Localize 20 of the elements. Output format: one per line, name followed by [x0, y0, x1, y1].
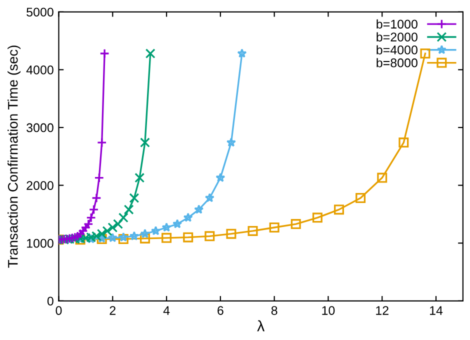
y-tick-label: 1000 — [27, 238, 54, 248]
legend-label: b=4000 — [376, 45, 418, 54]
x-tick-label: 6 — [218, 306, 224, 315]
legend-label: b=1000 — [376, 19, 418, 29]
legend-label: b=2000 — [376, 32, 418, 42]
y-tick-label: 4000 — [26, 66, 54, 74]
x-tick-label: 0 — [56, 306, 62, 315]
x-tick-label: 14 — [430, 306, 443, 315]
x-axis-title: λ — [257, 320, 265, 332]
y-tick-label: 0 — [47, 296, 54, 306]
y-axis-title: Transaction Confirmation Time (sec) — [8, 46, 21, 268]
x-tick-label: 10 — [322, 306, 335, 315]
y-tick-label: 3000 — [26, 123, 54, 132]
x-tick-label: 12 — [376, 306, 388, 315]
legend-label: b=8000 — [376, 58, 418, 68]
x-tick-label: 8 — [271, 306, 278, 315]
y-tick-label: 5000 — [26, 8, 54, 17]
x-tick-label: 4 — [163, 306, 170, 315]
y-tick-label: 2000 — [26, 181, 54, 190]
x-tick-label: 2 — [110, 306, 116, 315]
